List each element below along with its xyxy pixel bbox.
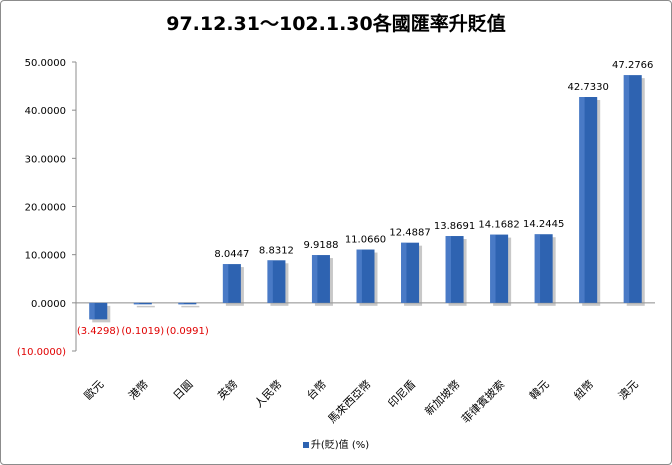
bar-shadow	[136, 305, 155, 308]
bar-highlight	[222, 264, 229, 303]
bar-7	[356, 249, 378, 306]
value-label: 47.2766	[612, 60, 653, 71]
x-tick-label: 印尼盾	[386, 378, 419, 411]
bar-11	[534, 234, 556, 306]
bar-2	[133, 302, 155, 308]
x-tick-label: 港幣	[126, 378, 151, 403]
value-labels: (3.4298) (0.1019) (0.0991) 8.0447 8.8312 9.91…	[77, 60, 654, 337]
bar-highlight	[311, 255, 318, 303]
bar-highlight	[89, 302, 95, 320]
bar-5	[267, 260, 289, 306]
bar	[133, 302, 152, 305]
bar-series	[89, 75, 645, 323]
bar-12	[579, 97, 601, 306]
y-tick-label: 50.0000	[25, 58, 66, 69]
value-label: 11.0660	[345, 235, 386, 246]
bar	[178, 302, 197, 305]
bar-8	[401, 242, 423, 306]
x-tick-label: 馬來西亞幣	[326, 378, 374, 426]
value-label: 8.8312	[259, 245, 294, 256]
x-tick-label: 新加坡幣	[422, 377, 463, 418]
bar-highlight	[401, 242, 407, 303]
value-label: (0.1019)	[121, 326, 164, 337]
bar-1	[89, 302, 111, 323]
bar-4	[222, 264, 244, 306]
x-tick-label: 韓元	[527, 378, 552, 403]
y-tick-label: 30.0000	[25, 154, 66, 165]
x-tick-label: 菲律賓披索	[458, 377, 507, 426]
y-tick-label: 10.0000	[25, 251, 66, 262]
bar-highlight	[178, 302, 184, 305]
value-label: 14.2445	[523, 219, 564, 230]
chart-title: 97.12.31～102.1.30各國匯率升貶值	[166, 13, 506, 35]
y-axis: (10.0000) 0.0000 10.0000 20.0000 30.0000 40.0…	[17, 58, 77, 358]
bar-9	[445, 236, 467, 306]
bar-highlight	[623, 75, 630, 303]
value-label: 9.9188	[303, 240, 338, 251]
value-label: 13.8691	[434, 221, 475, 232]
y-tick-label: 40.0000	[25, 106, 66, 117]
legend-swatch	[302, 442, 309, 448]
legend: 升(貶)值 (%)	[0, 436, 672, 451]
x-tick-label: 日圓	[171, 378, 196, 403]
x-tick-label: 英鎊	[215, 377, 240, 402]
value-label: 14.1682	[478, 220, 519, 231]
value-label: 12.4887	[389, 228, 430, 239]
bar-highlight	[356, 249, 362, 303]
bar-10	[490, 234, 512, 306]
bar-6	[311, 255, 333, 306]
legend-label: 升(貶)值 (%)	[310, 440, 370, 451]
bar-13	[623, 75, 645, 306]
value-label: 42.7330	[568, 82, 609, 93]
x-tick-label: 人民幣	[252, 378, 285, 411]
bar-highlight	[133, 302, 140, 305]
x-tick-label: 紐幣	[572, 378, 597, 403]
x-tick-label: 歐元	[81, 377, 106, 402]
bar-highlight	[445, 236, 451, 303]
bar-3	[178, 302, 200, 308]
y-tick-label: 0.0000	[31, 299, 66, 310]
y-tick-label: (10.0000)	[17, 347, 66, 358]
y-tick-label: 20.0000	[25, 203, 66, 214]
bar-shadow	[181, 305, 200, 308]
bar-highlight	[534, 234, 541, 303]
value-label: (0.0991)	[166, 326, 209, 337]
bar-highlight	[267, 260, 273, 303]
bar-highlight	[579, 97, 585, 303]
bar-highlight	[490, 234, 496, 303]
x-tick-label: 澳元	[616, 378, 641, 403]
x-tick-label: 台幣	[304, 377, 329, 402]
value-label: (3.4298)	[77, 326, 120, 337]
value-label: 8.0447	[214, 249, 249, 260]
